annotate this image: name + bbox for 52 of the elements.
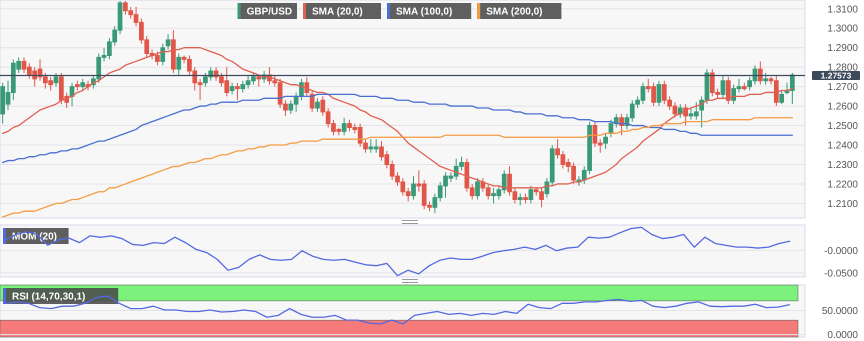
candlestick [304,76,310,97]
candlestick [86,80,90,92]
legend-label: SMA (200,0) [486,6,543,18]
y-tick-label: 1.2200 [827,179,858,190]
candlestick [342,117,347,136]
candlestick [619,113,624,136]
candlestick [523,193,528,204]
candlestick [758,60,763,86]
candlestick [518,193,523,206]
legend-label: GBP/USD [246,6,292,18]
y-tick-label: -0.0000 [824,246,858,257]
y-tick-label: 1.2100 [827,198,858,210]
line-series [4,226,790,276]
candlestick [683,104,688,126]
y-tick-label: 1.2900 [827,43,858,54]
candlestick [230,82,234,95]
y-tick-label: 1.3100 [827,4,858,16]
candlestick [80,78,86,92]
candlestick [235,82,240,101]
candlestick [70,82,74,107]
candlestick [411,176,416,200]
candlestick [528,185,534,204]
y-tick-label: 50.0000 [822,306,858,318]
y-tick-label: 1.2400 [827,140,858,152]
candlestick [763,72,768,86]
candlestick [256,74,262,88]
y-tick-label: 1.3000 [827,24,858,35]
candlestick [176,53,182,76]
candlestick [656,80,662,107]
candlestick [75,80,80,92]
candlestick [742,82,747,92]
y-tick-label: 0.0000 [827,330,858,341]
candlestick [310,90,314,112]
candlestick [720,74,726,99]
legend-label: SMA (100,0) [396,6,452,18]
legend-label: RSI (14,70,30,1) [12,292,86,302]
candlestick [726,76,731,105]
candlestick [166,34,170,50]
candlestick [54,72,58,88]
candlestick [315,98,320,112]
candlestick [779,90,784,105]
y-tick-label: 1.2600 [827,102,858,113]
line-series [2,94,793,164]
candlestick [603,132,608,150]
y-tick-label: 1.2500 [827,121,858,132]
y-tick-label: -0.0500 [824,268,858,280]
candlestick [160,43,166,66]
candlestick [475,178,480,200]
y-tick-label: 1.2700 [827,82,858,94]
line-series [2,117,793,218]
y-tick-label: 1.2300 [827,160,858,171]
legend-label: SMA (20,0) [312,6,363,18]
